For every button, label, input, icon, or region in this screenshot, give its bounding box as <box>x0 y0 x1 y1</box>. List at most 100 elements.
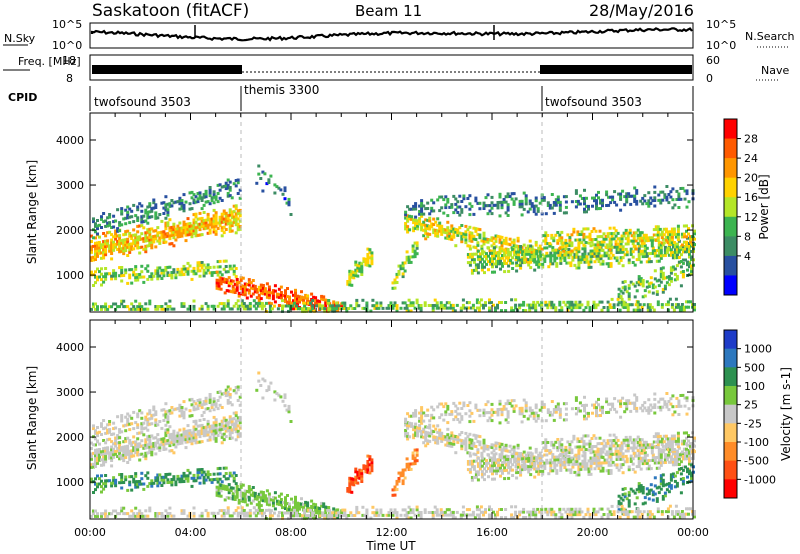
velocity-cell <box>366 454 370 458</box>
velocity-cell <box>228 436 232 440</box>
power-cell <box>363 306 367 310</box>
power-cell <box>602 232 606 236</box>
velocity-cell <box>132 440 136 444</box>
velocity-cell <box>446 404 450 408</box>
power-cell <box>456 200 460 204</box>
power-cell <box>188 230 192 234</box>
power-cell <box>130 237 134 240</box>
velocity-cell <box>130 454 134 458</box>
power-cell <box>285 201 289 205</box>
power-cell <box>571 258 575 262</box>
power-cell <box>527 252 531 256</box>
velocity-cell <box>506 410 510 414</box>
power-cell <box>110 257 114 261</box>
power-cell <box>168 218 172 222</box>
velocity-cell <box>633 407 637 410</box>
power-cell <box>569 253 573 257</box>
velocity-cell <box>128 480 132 484</box>
power-cell <box>557 251 561 255</box>
power-cell <box>570 308 574 312</box>
power-cell <box>475 306 479 310</box>
velocity-cell <box>488 411 492 415</box>
velocity-cell <box>490 456 494 460</box>
velocity-cell <box>406 432 410 436</box>
power-cell <box>675 198 679 201</box>
power-cell <box>108 221 112 225</box>
velocity-cell <box>653 403 657 407</box>
power-cell <box>156 277 160 281</box>
power-cell <box>355 298 359 302</box>
power-cell <box>677 260 681 264</box>
velocity-cell <box>208 430 212 434</box>
power-cell <box>116 234 120 238</box>
power-cell <box>407 304 411 308</box>
velocity-cell <box>486 411 490 415</box>
power-cell <box>468 244 472 248</box>
power-cell <box>540 303 544 307</box>
power-cell <box>545 251 549 255</box>
power-cell <box>438 195 442 199</box>
power-cell <box>672 241 676 244</box>
power-cell <box>341 307 345 310</box>
power-cell <box>681 270 685 273</box>
power-cell <box>311 299 315 302</box>
power-cell <box>352 276 356 280</box>
power-cell <box>546 303 550 307</box>
power-cell <box>358 264 362 268</box>
velocity-cell <box>434 441 438 445</box>
power-cell <box>124 271 128 275</box>
power-cell <box>138 246 142 250</box>
power-cell <box>566 244 570 248</box>
power-cell <box>106 239 110 243</box>
power-cell <box>196 197 200 201</box>
velocity-cell <box>140 477 144 481</box>
power-cell <box>214 230 218 234</box>
power-cell <box>676 305 680 309</box>
velocity-cell <box>210 427 214 431</box>
power-cell <box>474 196 478 200</box>
velocity-cell <box>444 438 448 442</box>
power-cell <box>482 237 486 241</box>
velocity-cell <box>152 436 156 440</box>
velocity-cell <box>130 416 134 420</box>
power-cell <box>354 274 358 278</box>
velocity-cell <box>617 399 621 403</box>
power-cell <box>504 239 508 243</box>
velocity-cell <box>502 405 506 408</box>
power-cell <box>370 254 374 258</box>
power-cell <box>281 304 284 308</box>
power-cell <box>200 304 204 308</box>
velocity-cell <box>228 431 232 435</box>
velocity-cell <box>401 471 405 475</box>
power-cell <box>663 248 667 252</box>
power-cell <box>600 240 604 244</box>
power-cell <box>249 281 253 285</box>
noise-tick-right-top: 10^5 <box>706 18 736 31</box>
power-cell <box>178 235 182 238</box>
power-cell <box>168 242 172 246</box>
power-cell <box>496 206 500 210</box>
power-cell <box>140 264 144 268</box>
velocity-cell <box>503 458 507 462</box>
power-cell <box>269 291 273 295</box>
power-cell <box>259 291 263 295</box>
power-cell <box>652 308 656 312</box>
power-cell <box>598 300 602 304</box>
power-cell <box>689 235 692 239</box>
velocity-cell <box>128 457 132 461</box>
power-cell <box>364 257 368 261</box>
velocity-cell <box>671 405 675 409</box>
power-cell <box>544 236 548 240</box>
velocity-cell <box>114 444 118 448</box>
velocity-cell <box>397 471 401 475</box>
velocity-cell <box>415 451 419 455</box>
power-cell <box>490 244 494 248</box>
power-cell <box>404 224 408 228</box>
power-cell <box>542 234 546 238</box>
velocity-cell <box>397 479 401 483</box>
velocity-cell <box>651 406 655 410</box>
power-cell <box>114 237 118 241</box>
power-cell <box>671 198 675 202</box>
power-cell <box>172 236 176 240</box>
power-cell <box>635 191 639 195</box>
